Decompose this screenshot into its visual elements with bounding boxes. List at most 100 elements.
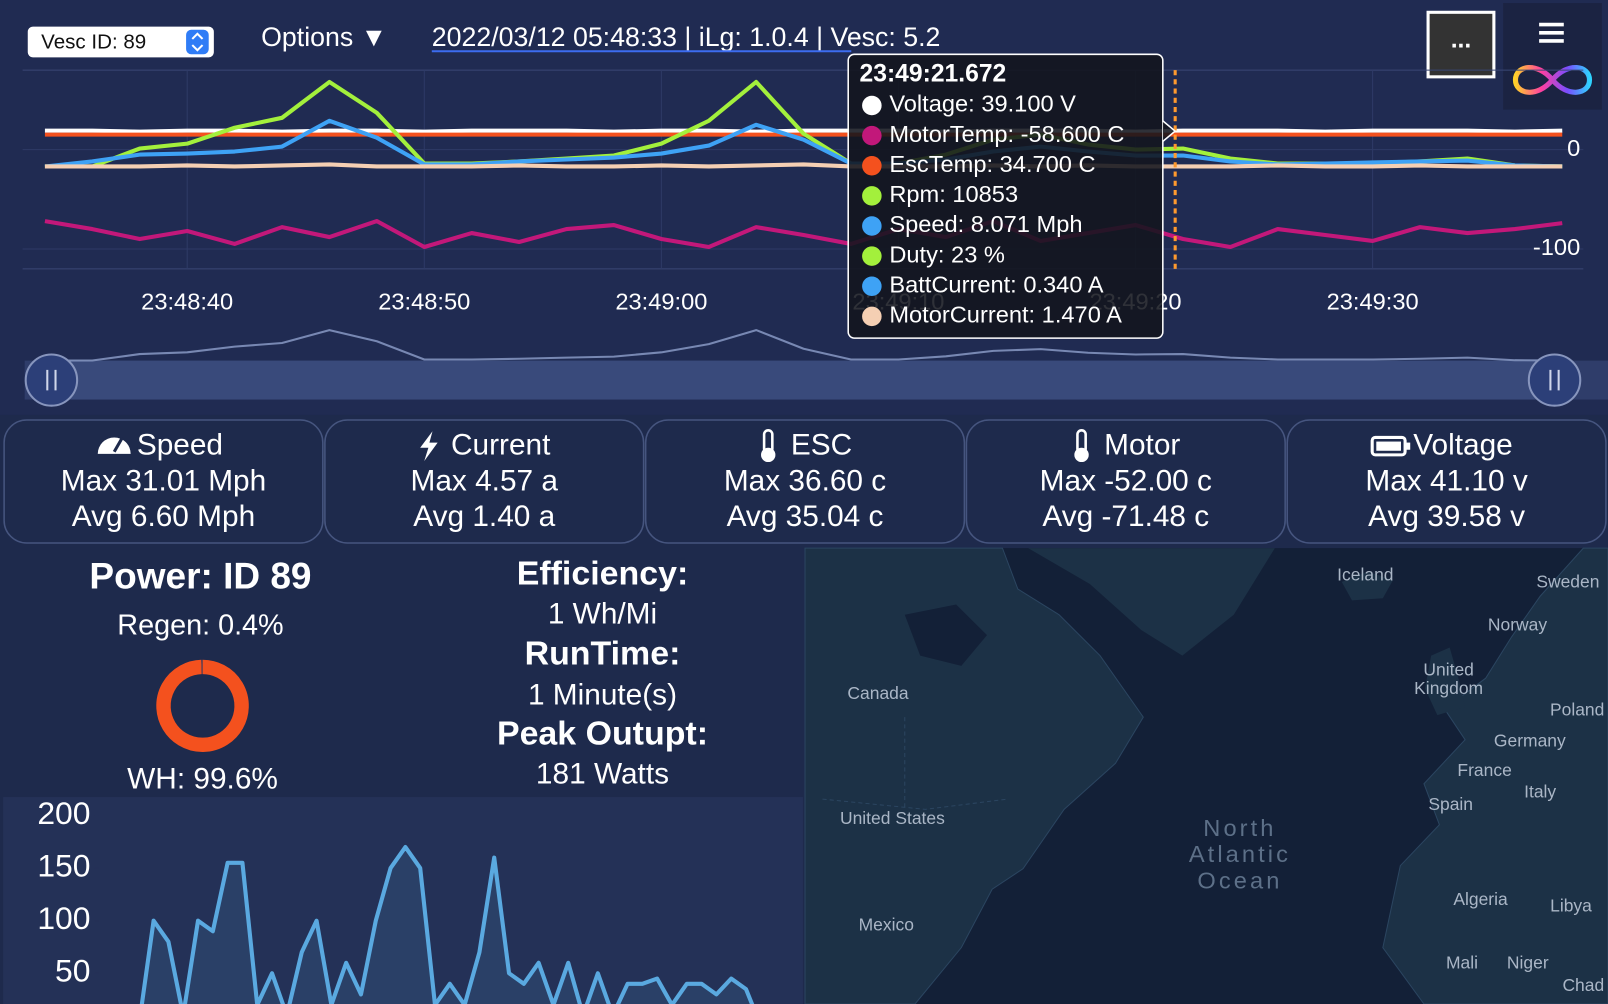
tooltip-swatch (862, 306, 882, 327)
y-tick-label: 50 (55, 953, 90, 989)
select-arrows (186, 29, 209, 55)
navigator-handle[interactable] (24, 353, 79, 407)
handle-left[interactable] (24, 353, 79, 407)
stat-card-box (965, 419, 1286, 544)
map-label: Germany (1494, 730, 1566, 750)
icon-shape (1376, 441, 1401, 451)
hamburger-menu[interactable] (1539, 22, 1564, 43)
map-label: France (1457, 760, 1511, 780)
series-line (44, 118, 1563, 169)
navigator-line (44, 329, 1563, 362)
regen-label: Regen: 0.4% (117, 610, 283, 642)
tooltip-item: MotorCurrent: 1.470 A (889, 303, 1122, 329)
tooltip-swatch (862, 276, 882, 296)
stat-avg: Avg 1.40 a (413, 500, 555, 533)
y-tick-label: -100 (1533, 235, 1580, 261)
power-line (139, 844, 755, 1004)
tooltip-swatch (862, 216, 882, 236)
power-area (141, 847, 752, 1004)
map-label: Italy (1524, 782, 1556, 802)
main-chart: 23:48:4023:48:5023:49:0023:49:1023:49:20… (22, 53, 1584, 339)
stat-avg: Avg 39.58 v (1368, 500, 1525, 533)
tooltip-item: Duty: 23 % (889, 242, 1005, 268)
tooltip-item: MotorTemp: -58.600 C (889, 122, 1124, 148)
map-label: Libya (1550, 895, 1592, 915)
map-land (1028, 548, 1275, 656)
map-label: Norway (1488, 615, 1547, 635)
map-label: Niger (1507, 953, 1549, 973)
tooltip-swatch (862, 186, 882, 206)
stat-title: Voltage (1413, 429, 1512, 462)
stat-avg: Avg 6.60 Mph (72, 500, 255, 533)
stat-card-box (1286, 419, 1607, 544)
map-label: Mexico (859, 915, 914, 935)
y-tick-label: 100 (37, 900, 90, 936)
efficiency-value: 181 Watts (536, 757, 669, 790)
power-panel: Power: ID 89 Regen: 0.4% WH: 99.6% Efficien… (3, 548, 803, 1004)
x-tick-label: 23:48:50 (378, 290, 470, 316)
more-button-label[interactable]: ... (1451, 27, 1472, 54)
map-label: Chad (1562, 975, 1604, 995)
vesc-select[interactable] (27, 26, 214, 58)
power-title: Power: ID 89 (89, 556, 311, 597)
map-border (822, 717, 1008, 810)
map-label: Sweden (1536, 572, 1599, 592)
map-label: Canada (847, 683, 908, 703)
icon-shape (761, 447, 776, 463)
x-tick-label: 23:49:00 (615, 290, 707, 316)
map-label: Spain (1428, 794, 1473, 814)
stat-max: Max 4.57 a (411, 464, 559, 497)
map-land (1341, 571, 1394, 601)
map-land (1424, 647, 1466, 716)
stat-icon (97, 436, 131, 454)
icon-shape (1370, 435, 1407, 457)
map-label: United States (840, 808, 945, 828)
tooltip-item: BattCurrent: 0.340 A (889, 273, 1103, 299)
map-label: Poland (1550, 700, 1604, 720)
tooltip-pointer (1162, 120, 1177, 142)
map-land (1382, 547, 1608, 1004)
tooltip-swatch (862, 156, 882, 176)
efficiency-heading: Efficiency: (517, 555, 689, 593)
stat-title: ESC (791, 429, 852, 462)
navigator (44, 329, 1563, 362)
navigator-handle[interactable] (1527, 353, 1582, 407)
x-tick-label: 23:49:30 (1327, 290, 1419, 316)
tooltip-item: Rpm: 10853 (889, 182, 1018, 208)
map-label: Mali (1446, 953, 1478, 973)
y-tick-label: 0 (1567, 136, 1580, 162)
select-arrow-icon (191, 32, 204, 52)
more-button[interactable] (1426, 10, 1496, 79)
map-bay (904, 604, 988, 666)
wh-label: WH: 99.6% (127, 763, 278, 796)
tooltip-swatch (862, 95, 882, 116)
menu-panel (1503, 3, 1602, 110)
power-panel-bg (3, 548, 803, 798)
chart-panel (0, 0, 1608, 415)
vesc-select-label[interactable]: Vesc ID: 89 (41, 30, 146, 53)
tooltip-swatch (862, 246, 882, 266)
icon-shape (1074, 447, 1089, 463)
stat-max: Max 36.60 c (724, 464, 886, 497)
efficiency-heading: RunTime: (525, 635, 681, 673)
tooltip-title: 23:49:21.672 (860, 60, 1007, 87)
stat-title: Motor (1104, 429, 1180, 462)
handle-right[interactable] (1527, 353, 1582, 407)
options-menu[interactable]: Options ▼ (261, 22, 387, 52)
handle-grip (1549, 369, 1560, 391)
map-label: United (1423, 660, 1473, 680)
x-tick-label: 23:48:40 (141, 290, 233, 316)
map[interactable] (804, 547, 1608, 1004)
navigator-selection[interactable] (51, 360, 1555, 400)
stat-max: Max 31.01 Mph (61, 464, 266, 497)
map-ocean-label: North (1203, 816, 1276, 842)
y-tick-label: 150 (37, 848, 90, 884)
tooltip: 23:49:21.672 Voltage: 39.100 V MotorTemp: … (847, 53, 1177, 339)
